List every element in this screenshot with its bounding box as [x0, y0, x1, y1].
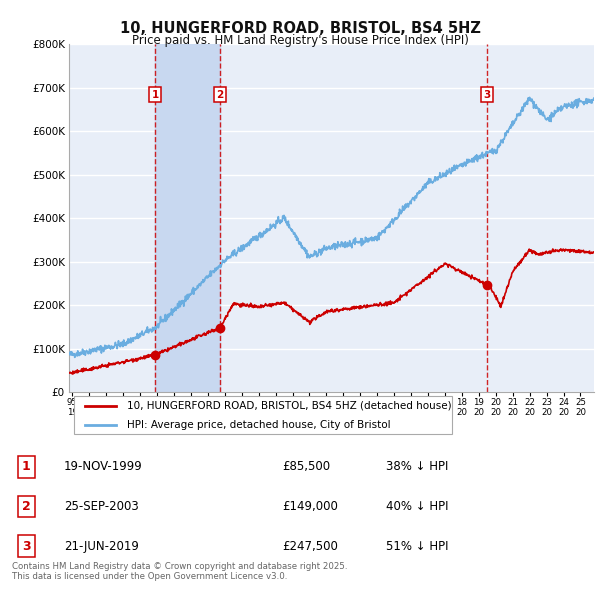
Text: 19-NOV-1999: 19-NOV-1999: [64, 460, 143, 473]
Text: 25-SEP-2003: 25-SEP-2003: [64, 500, 139, 513]
Text: 2: 2: [217, 90, 224, 100]
Text: £247,500: £247,500: [283, 540, 338, 553]
Text: £85,500: £85,500: [283, 460, 331, 473]
Text: 2: 2: [22, 500, 31, 513]
Text: 3: 3: [22, 540, 31, 553]
Text: Price paid vs. HM Land Registry's House Price Index (HPI): Price paid vs. HM Land Registry's House …: [131, 34, 469, 47]
Text: 10, HUNGERFORD ROAD, BRISTOL, BS4 5HZ: 10, HUNGERFORD ROAD, BRISTOL, BS4 5HZ: [119, 21, 481, 35]
Text: 1: 1: [22, 460, 31, 473]
Text: 21-JUN-2019: 21-JUN-2019: [64, 540, 139, 553]
Text: 51% ↓ HPI: 51% ↓ HPI: [386, 540, 449, 553]
Text: 40% ↓ HPI: 40% ↓ HPI: [386, 500, 449, 513]
Text: 10, HUNGERFORD ROAD, BRISTOL, BS4 5HZ (detached house): 10, HUNGERFORD ROAD, BRISTOL, BS4 5HZ (d…: [127, 401, 451, 411]
Bar: [155, 44, 220, 392]
FancyBboxPatch shape: [74, 396, 452, 434]
Text: HPI: Average price, detached house, City of Bristol: HPI: Average price, detached house, City…: [127, 420, 391, 430]
Text: 3: 3: [483, 90, 490, 100]
Text: 38% ↓ HPI: 38% ↓ HPI: [386, 460, 449, 473]
Text: £149,000: £149,000: [283, 500, 338, 513]
Text: Contains HM Land Registry data © Crown copyright and database right 2025.
This d: Contains HM Land Registry data © Crown c…: [12, 562, 347, 581]
Text: 1: 1: [151, 90, 158, 100]
